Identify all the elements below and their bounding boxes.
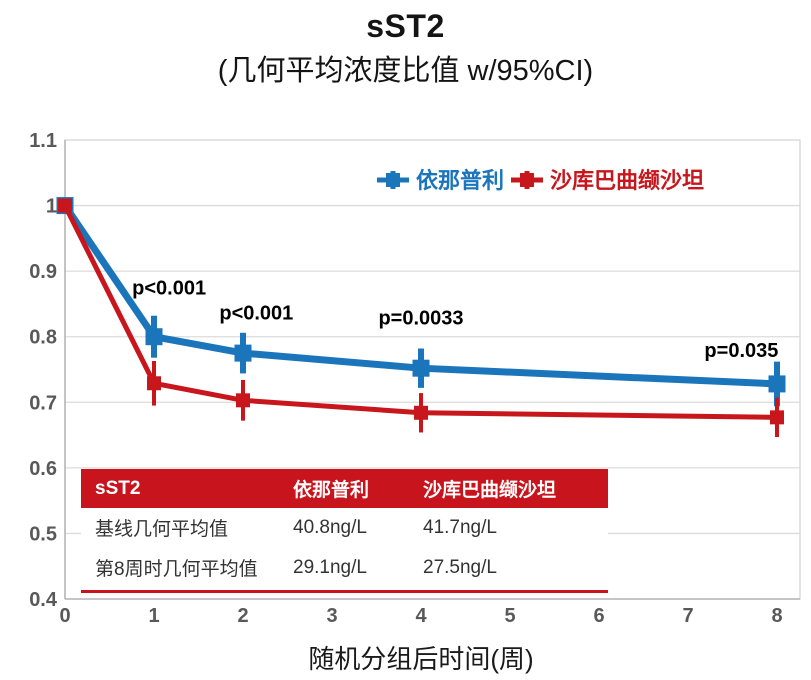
x-tick-label: 0	[59, 605, 70, 627]
x-axis-title: 随机分组后时间(周)	[308, 644, 533, 674]
x-tick-label: 6	[593, 605, 604, 627]
x-tick-label: 1	[148, 605, 159, 627]
data-point-marker-sacubitril-valsartan	[770, 410, 784, 425]
x-tick-label: 8	[771, 605, 782, 627]
data-point-marker-enalapril	[412, 359, 430, 377]
table-underline	[81, 590, 608, 593]
legend-item-sacubitril-valsartan	[511, 171, 543, 189]
legend-label-sacubitril-valsartan: 沙库巴曲缬沙坦	[550, 168, 704, 193]
y-tick-label: 1.1	[29, 130, 57, 152]
table-row: 第8周时几何平均值 29.1ng/L 27.5ng/L	[81, 548, 608, 587]
table-cell-sacubitril-value: 41.7ng/L	[423, 516, 497, 538]
x-tick-label: 3	[326, 605, 337, 627]
series-enalapril	[56, 197, 786, 407]
p-value-annotation: p=0.0033	[378, 308, 463, 330]
x-tick-label: 4	[415, 605, 427, 627]
data-point-marker-enalapril	[145, 328, 163, 346]
x-tick-label: 2	[237, 605, 248, 627]
y-tick-label: 0.7	[29, 392, 57, 414]
table-cell-label: 第8周时几何平均值	[95, 559, 258, 580]
legend-label-enalapril: 依那普利	[416, 168, 504, 193]
data-point-marker-enalapril	[234, 344, 252, 362]
data-point-marker-sacubitril-valsartan	[236, 393, 250, 408]
data-point-marker-sacubitril-valsartan	[414, 405, 428, 420]
y-tick-label: 0.5	[29, 523, 57, 545]
p-value-annotation: p<0.001	[219, 302, 293, 324]
summary-table-header-row: sST2 依那普利 沙库巴曲缬沙坦	[81, 469, 608, 508]
data-point-marker-enalapril	[768, 375, 786, 393]
y-tick-label: 0.9	[29, 261, 57, 283]
table-cell-enalapril-value: 40.8ng/L	[293, 516, 367, 538]
p-value-annotation: p=0.035	[704, 340, 778, 362]
series-sacubitril-valsartan	[58, 198, 784, 438]
legend-marker-icon	[386, 173, 400, 187]
chart-title: sST2	[366, 8, 445, 44]
legend-marker-icon	[520, 173, 534, 187]
y-tick-label: 0.8	[29, 327, 57, 349]
x-tick-label: 7	[682, 605, 693, 627]
table-header-enalapril: 依那普利	[293, 480, 370, 501]
legend-item-enalapril	[377, 171, 409, 189]
data-point-marker-sacubitril-valsartan	[58, 198, 72, 213]
summary-table: sST2 依那普利 沙库巴曲缬沙坦 基线几何平均值 40.8ng/L 41.7n…	[81, 469, 608, 593]
table-cell-sacubitril-value: 27.5ng/L	[423, 556, 497, 578]
y-tick-label: 0.6	[29, 458, 57, 480]
table-cell-label: 基线几何平均值	[95, 519, 229, 540]
table-cell-enalapril-value: 29.1ng/L	[293, 556, 367, 578]
p-value-annotation: p<0.001	[132, 278, 206, 300]
table-row: 基线几何平均值 40.8ng/L 41.7ng/L	[81, 508, 608, 547]
table-header-metric: sST2	[95, 477, 141, 499]
chart-subtitle: (几何平均浓度比值 w/95%CI)	[217, 55, 594, 87]
data-point-marker-sacubitril-valsartan	[147, 376, 161, 391]
y-tick-label: 1	[46, 196, 57, 218]
y-tick-label: 0.4	[29, 589, 58, 611]
x-tick-label: 5	[504, 605, 515, 627]
table-header-sacubitril-valsartan: 沙库巴曲缬沙坦	[423, 480, 557, 501]
